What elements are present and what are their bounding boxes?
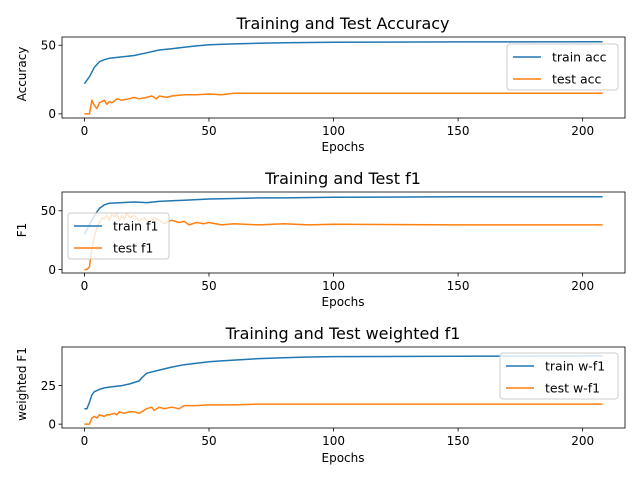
- x-tick-label: 200: [571, 434, 594, 448]
- x-tick-label: 100: [322, 434, 345, 448]
- axes-frame: [61, 36, 626, 119]
- series-line-train: [83, 195, 603, 235]
- y-tick-label: 50: [41, 39, 56, 53]
- x-tick-label: 100: [322, 279, 345, 293]
- subplot-weighted-f1: Training and Test weighted f1 0 50 100 150 2…: [15, 324, 626, 465]
- y-tick-label: 0: [48, 417, 56, 431]
- x-tick-label: 150: [447, 124, 470, 138]
- legend: train w-f1 test w-f1: [499, 352, 619, 400]
- legend: train f1 test f1: [67, 212, 170, 260]
- plot-area: 0 50 100 150 200 0 50 train acc test acc: [41, 36, 626, 138]
- y-axis-label: F1: [15, 223, 29, 238]
- series-line-train: [83, 41, 603, 85]
- y-tick-label: 0: [48, 107, 56, 121]
- y-axis-label: Accuracy: [15, 47, 29, 102]
- series-line-test: [84, 92, 603, 115]
- x-tick-label: 0: [81, 124, 89, 138]
- legend-label: test w-f1: [545, 381, 600, 396]
- y-tick-label: 25: [41, 379, 56, 393]
- x-tick-label: 0: [81, 279, 89, 293]
- y-tick-label: 50: [41, 204, 56, 218]
- plot-area: 0 50 100 150 200 0 50 train f1 test f1: [41, 191, 626, 293]
- x-tick-label: 100: [322, 124, 345, 138]
- legend: train acc test acc: [506, 43, 619, 91]
- x-tick-label: 50: [201, 434, 216, 448]
- series-layer: [83, 41, 603, 115]
- x-tick-label: 50: [201, 279, 216, 293]
- axes-frame: [61, 191, 626, 274]
- legend-label: train w-f1: [545, 359, 605, 374]
- subplot-title: Training and Test Accuracy: [235, 14, 449, 33]
- subplot-accuracy: Training and Test Accuracy 0 50 100 150 2000…: [15, 14, 626, 154]
- series-line-test: [84, 403, 603, 425]
- x-tick-label: 150: [447, 434, 470, 448]
- x-axis-label: Epochs: [322, 295, 365, 309]
- subplot-f1: Training and Test f1 0 50 100 150 200 0 50 trai…: [15, 169, 626, 309]
- x-tick-label: 0: [81, 434, 89, 448]
- legend-label: train f1: [113, 219, 158, 234]
- y-axis-label: weighted F1: [15, 347, 29, 421]
- subplot-title: Training and Test f1: [264, 169, 421, 188]
- series-layer: [84, 355, 603, 425]
- legend-label: test f1: [113, 241, 153, 256]
- x-tick-label: 50: [201, 124, 216, 138]
- subplot-title: Training and Test weighted f1: [225, 324, 461, 343]
- x-tick-label: 200: [571, 124, 594, 138]
- plot-area: 0 50 100 150 200 0 25 train w-f1 test w-f1: [41, 346, 626, 448]
- y-tick-label: 0: [48, 263, 56, 277]
- legend-label: test acc: [552, 72, 602, 87]
- x-tick-label: 200: [571, 279, 594, 293]
- axes-frame: [61, 346, 626, 429]
- series-line-train: [84, 355, 603, 410]
- legend-label: train acc: [552, 50, 607, 65]
- x-axis-label: Epochs: [322, 140, 365, 154]
- x-tick-label: 150: [447, 279, 470, 293]
- x-axis-label: Epochs: [322, 451, 365, 465]
